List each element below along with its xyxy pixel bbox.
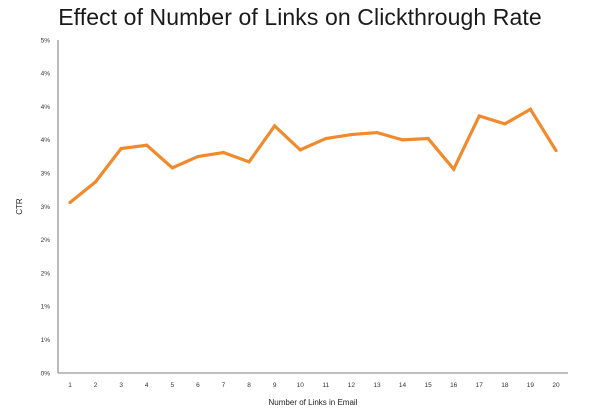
y-tick-label: 2% (41, 237, 51, 244)
data-point (426, 136, 430, 141)
data-point (170, 166, 174, 170)
x-tick-label: 2 (94, 382, 98, 389)
data-point (503, 122, 507, 126)
x-tick-label: 16 (450, 382, 458, 389)
y-axis-ticks: 0% 1% 1% 2% 2% 3% 3% 4% 4% 4% 5% (41, 37, 51, 377)
x-tick-label: 8 (247, 382, 251, 389)
y-tick-label: 5% (41, 37, 51, 44)
series-line (68, 107, 558, 204)
x-tick-label: 19 (527, 382, 535, 389)
x-tick-label: 13 (373, 382, 381, 389)
x-tick-label: 4 (145, 382, 149, 389)
y-tick-label: 4% (41, 104, 51, 111)
x-tick-label: 1 (68, 382, 72, 389)
y-tick-label: 3% (41, 204, 51, 211)
data-point (247, 160, 251, 164)
x-tick-label: 11 (322, 382, 329, 389)
x-tick-label: 20 (552, 382, 560, 389)
x-tick-label: 9 (273, 382, 277, 389)
y-tick-label: 1% (41, 337, 51, 344)
data-point (145, 143, 149, 147)
data-point (477, 114, 481, 118)
data-point (452, 167, 456, 171)
y-tick-label: 1% (41, 304, 51, 311)
x-axis-label: Number of Links in Email (269, 398, 358, 407)
data-point (93, 180, 98, 184)
y-tick-label: 4% (41, 71, 51, 78)
x-tick-label: 14 (399, 382, 407, 389)
y-tick-label: 3% (41, 171, 51, 178)
x-tick-label: 5 (171, 382, 175, 389)
data-point (68, 200, 72, 205)
y-axis-label: CTR (15, 198, 24, 215)
data-point (196, 154, 200, 159)
data-point (298, 148, 302, 152)
data-point (528, 107, 533, 111)
x-tick-label: 3 (119, 382, 123, 389)
data-point (119, 146, 123, 151)
data-point (349, 132, 353, 137)
x-tick-label: 15 (424, 382, 432, 389)
data-point (221, 150, 226, 155)
x-tick-label: 7 (222, 382, 226, 389)
data-point (400, 138, 405, 142)
y-tick-label: 2% (41, 270, 51, 277)
data-point (273, 124, 277, 128)
x-tick-label: 18 (501, 382, 509, 389)
x-tick-label: 17 (476, 382, 484, 389)
y-tick-label: 0% (41, 370, 51, 377)
data-point (375, 130, 379, 135)
axes (57, 40, 568, 374)
data-point (554, 148, 558, 153)
data-point (324, 136, 328, 141)
y-tick-label: 4% (41, 137, 51, 144)
x-tick-label: 10 (297, 382, 305, 389)
chart-title: Effect of Number of Links on Clickthroug… (58, 4, 542, 30)
series-layer (68, 107, 558, 205)
x-tick-label: 6 (196, 382, 200, 389)
x-axis-ticks: 1 2 3 4 5 6 7 8 9 10 11 12 13 14 15 16 17 18 19 20 (68, 382, 560, 389)
x-tick-label: 12 (348, 382, 356, 389)
